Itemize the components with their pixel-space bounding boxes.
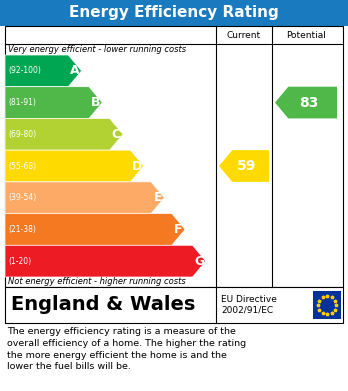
Text: Not energy efficient - higher running costs: Not energy efficient - higher running co… <box>8 278 186 287</box>
Polygon shape <box>5 150 144 182</box>
Polygon shape <box>275 87 337 118</box>
Polygon shape <box>219 150 269 182</box>
Polygon shape <box>5 182 164 213</box>
Text: (92-100): (92-100) <box>8 66 41 75</box>
Bar <box>313 291 341 319</box>
Text: (55-68): (55-68) <box>8 161 36 170</box>
Text: Very energy efficient - lower running costs: Very energy efficient - lower running co… <box>8 45 186 54</box>
Text: 59: 59 <box>237 159 256 173</box>
Text: F: F <box>174 223 183 236</box>
Text: C: C <box>112 128 121 141</box>
Text: B: B <box>91 96 100 109</box>
Text: The energy efficiency rating is a measure of the
overall efficiency of a home. T: The energy efficiency rating is a measur… <box>7 327 246 371</box>
Polygon shape <box>5 87 102 118</box>
Polygon shape <box>5 118 123 150</box>
Text: (81-91): (81-91) <box>8 98 36 107</box>
Text: Current: Current <box>227 30 261 39</box>
Polygon shape <box>5 213 185 245</box>
Text: (1-20): (1-20) <box>8 256 31 265</box>
Text: Energy Efficiency Rating: Energy Efficiency Rating <box>69 5 279 20</box>
Text: 83: 83 <box>299 95 318 109</box>
Text: A: A <box>70 65 80 77</box>
Text: 2002/91/EC: 2002/91/EC <box>221 305 273 314</box>
Text: England & Wales: England & Wales <box>11 296 195 314</box>
Polygon shape <box>5 55 81 87</box>
Text: G: G <box>194 255 204 268</box>
Text: Potential: Potential <box>286 30 326 39</box>
Text: EU Directive: EU Directive <box>221 296 277 305</box>
Text: (39-54): (39-54) <box>8 193 36 202</box>
Text: D: D <box>132 160 142 172</box>
Text: E: E <box>153 191 162 204</box>
Bar <box>0 0 348 26</box>
Text: (21-38): (21-38) <box>8 225 36 234</box>
Bar <box>5 26 343 287</box>
Text: (69-80): (69-80) <box>8 130 36 139</box>
Bar <box>5 287 343 323</box>
Polygon shape <box>5 245 206 277</box>
